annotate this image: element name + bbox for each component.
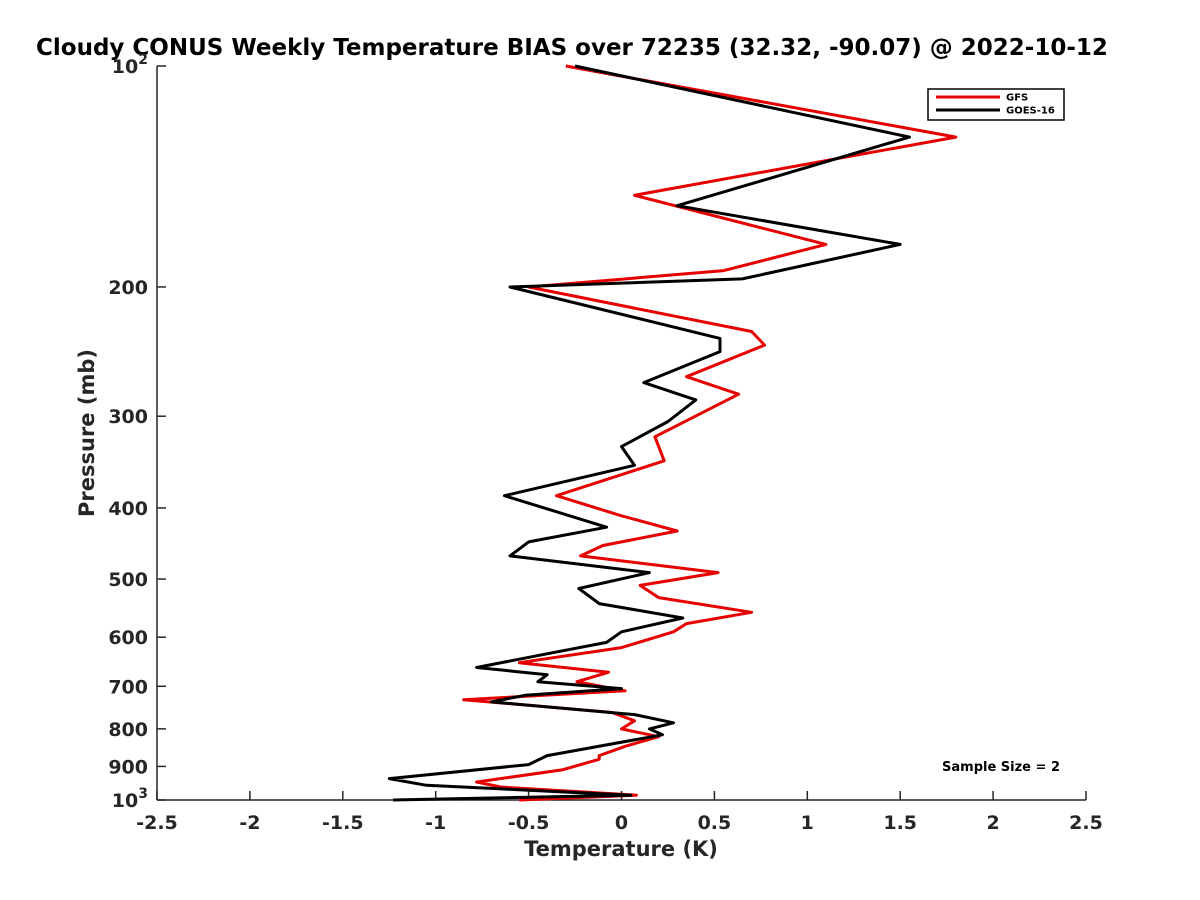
- x-tick-label: 0: [615, 812, 628, 834]
- y-tick-label: 800: [108, 719, 148, 741]
- x-tick-label: -0.5: [508, 812, 550, 834]
- x-tick-label: -2.5: [136, 812, 178, 834]
- x-tick-label: 0.5: [698, 812, 732, 834]
- series-lines: [387, 64, 958, 802]
- x-tick-label: -1: [425, 812, 446, 834]
- legend-label: GFS: [1006, 93, 1028, 104]
- y-tick-label: 400: [108, 498, 148, 520]
- x-tick-label: 2.5: [1069, 812, 1103, 834]
- y-tick-label: 300: [108, 406, 148, 428]
- x-tick-label: 1: [801, 812, 814, 834]
- y-tick-label: 700: [108, 676, 148, 698]
- chart-title: Cloudy CONUS Weekly Temperature BIAS ove…: [36, 35, 1108, 61]
- y-tick-label: 103: [112, 786, 148, 812]
- x-axis-label: Temperature (K): [524, 837, 718, 861]
- y-tick-label: 102: [112, 52, 148, 78]
- y-axis-ticks: 102 200 300 400 500 600 700 800 900 103: [108, 52, 166, 812]
- legend-label: GOES-16: [1006, 106, 1055, 117]
- x-tick-label: 1.5: [883, 812, 917, 834]
- y-tick-label: 900: [108, 756, 148, 778]
- x-axis-ticks: -2.5 -2 -1.5 -1 -0.5 0 0.5 1 1.5 2 2.5: [136, 791, 1103, 834]
- sample-size-annotation: Sample Size = 2: [942, 760, 1060, 775]
- legend-box: [927, 88, 1065, 121]
- y-tick-label: 500: [108, 569, 148, 591]
- legend: GFS GOES-16: [927, 88, 1065, 121]
- y-axis-label: Pressure (mb): [75, 349, 99, 517]
- y-tick-label: 600: [108, 627, 148, 649]
- x-tick-label: -1.5: [322, 812, 364, 834]
- series-line-gfs: [462, 64, 958, 802]
- x-tick-label: 2: [986, 812, 999, 834]
- y-tick-label: 200: [108, 277, 148, 299]
- series-line-goes-16: [387, 64, 911, 802]
- x-tick-label: -2: [239, 812, 260, 834]
